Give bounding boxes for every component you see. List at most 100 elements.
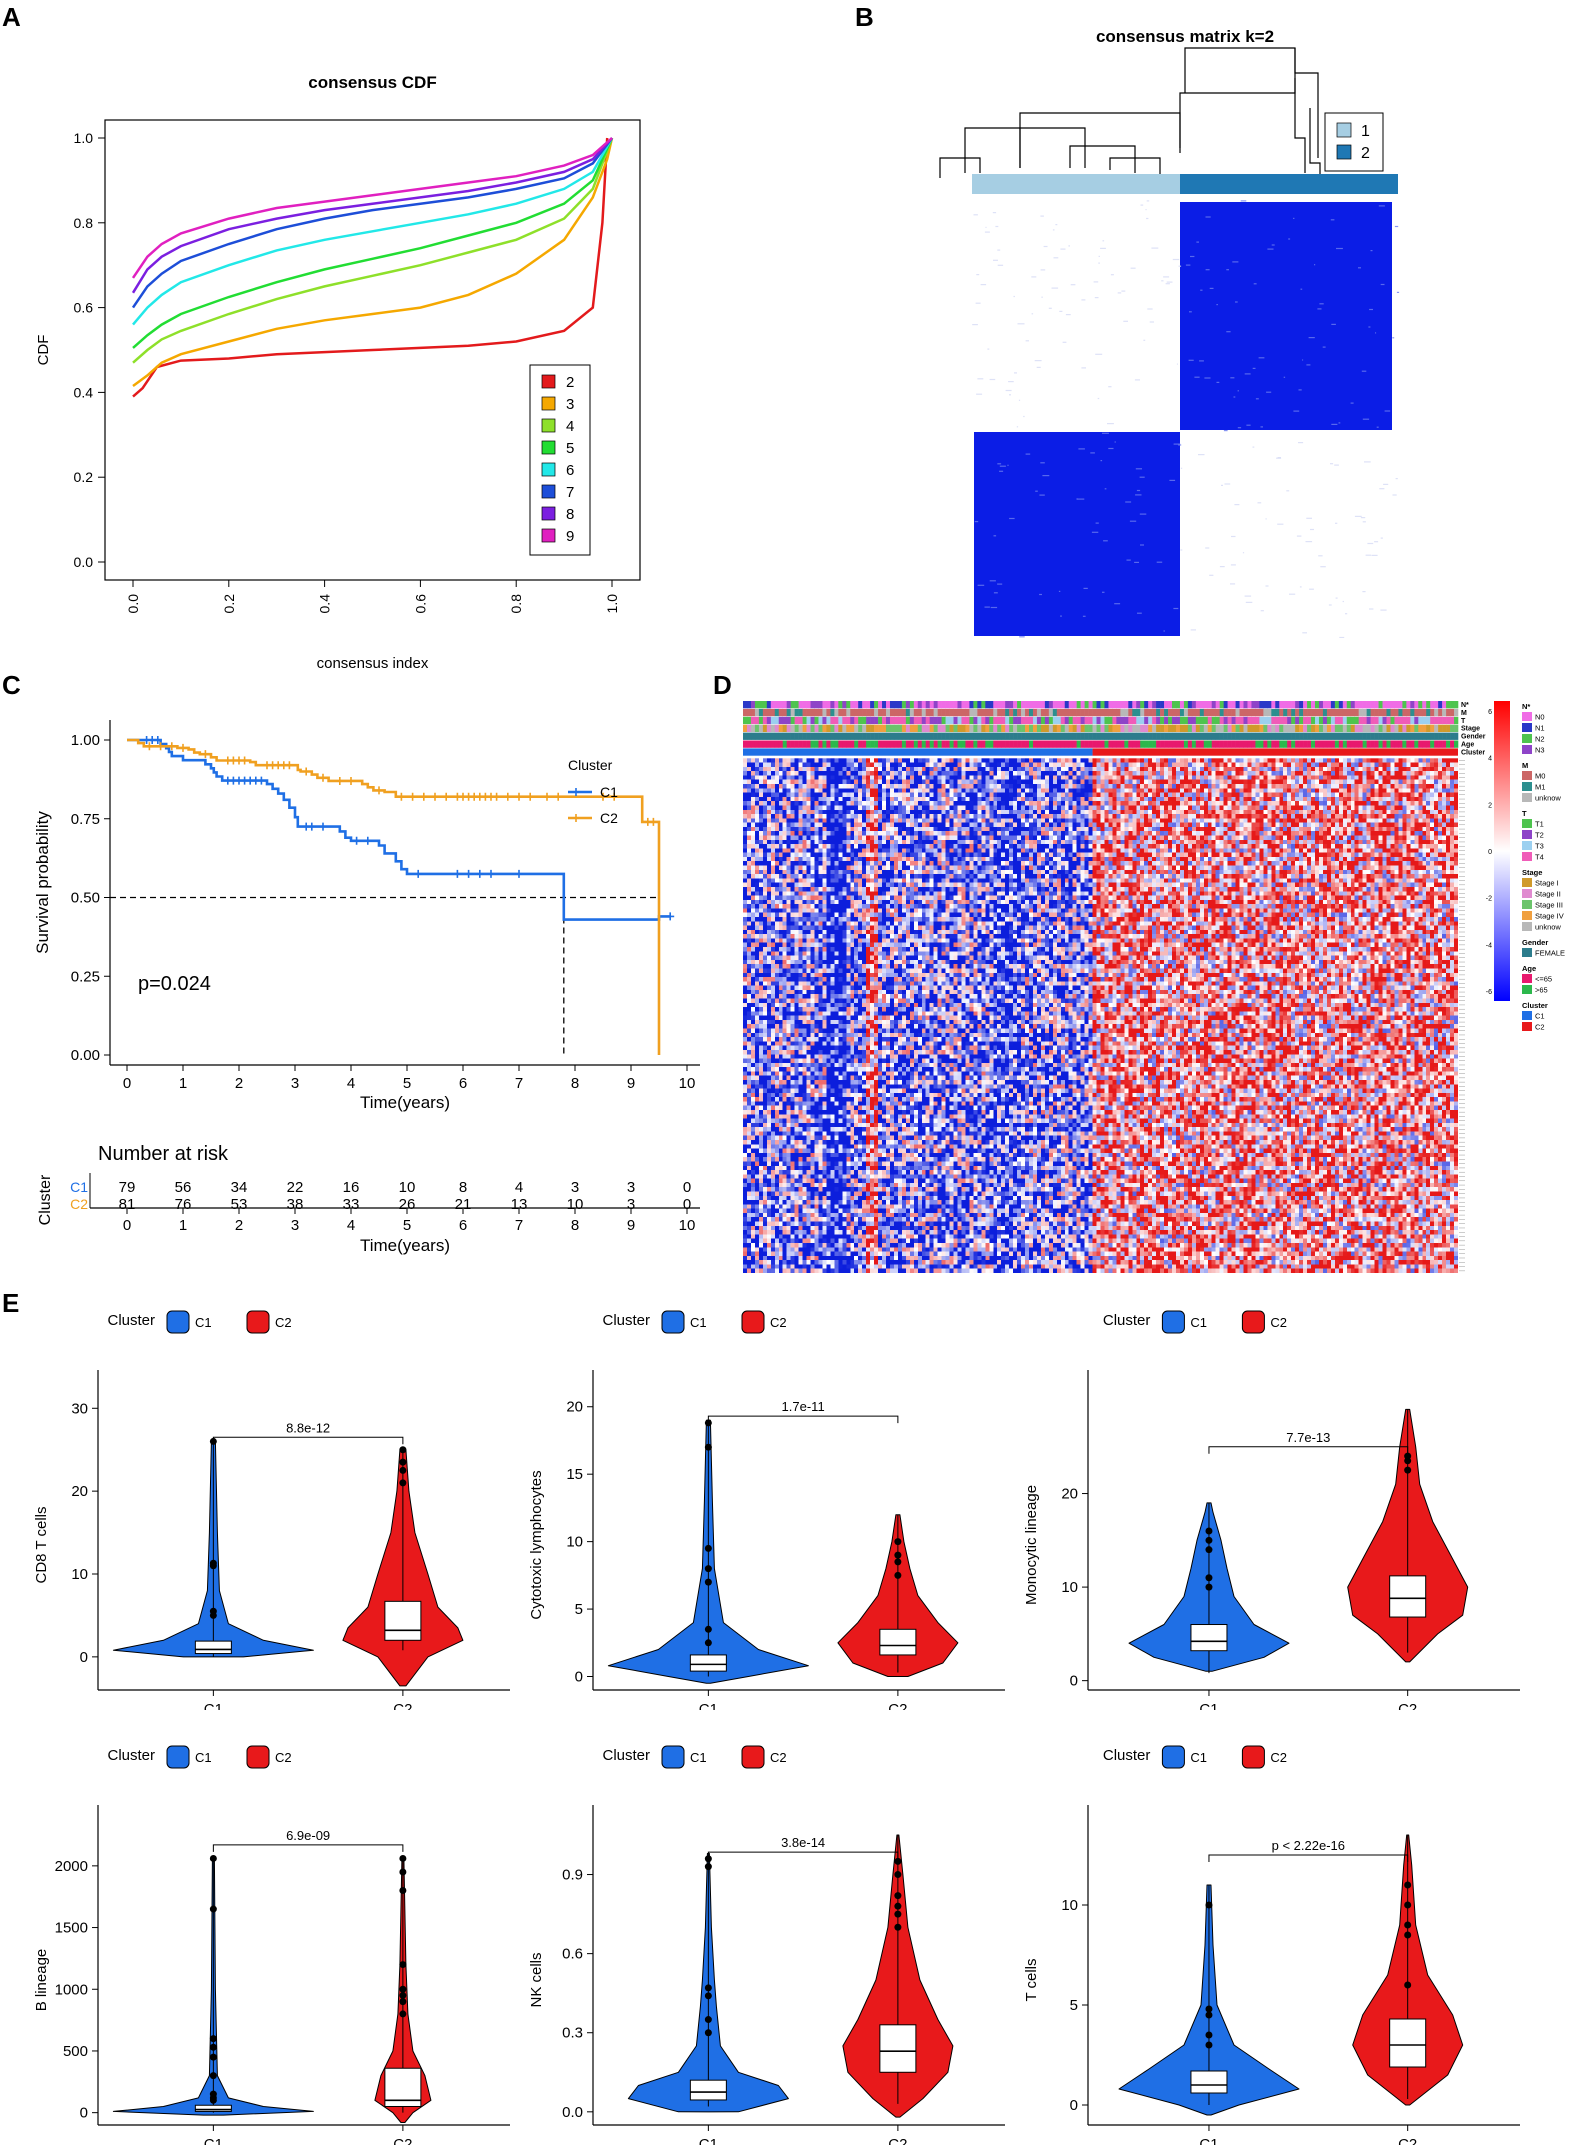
annotation-cell xyxy=(834,724,839,732)
annotation-cell xyxy=(1446,708,1451,717)
annotation-cell xyxy=(1402,740,1407,748)
annotation-cell xyxy=(743,724,748,732)
annotation-cell xyxy=(1338,740,1344,748)
matrix-cell xyxy=(1361,370,1367,372)
annotation-cell xyxy=(1120,708,1125,717)
risk-x-tick-label: 1 xyxy=(179,1217,187,1234)
annotation-cell xyxy=(1247,701,1252,709)
annotation-cell xyxy=(782,740,787,748)
annotation-cell xyxy=(957,701,962,709)
annotation-cell xyxy=(790,708,795,717)
matrix-cell xyxy=(1062,341,1067,343)
annotation-cell xyxy=(1005,732,1010,740)
annotation-cell xyxy=(1100,716,1105,725)
annotation-cell xyxy=(874,716,879,725)
annotation-cell xyxy=(893,716,899,725)
matrix-cell xyxy=(1081,299,1086,301)
annotation-cell xyxy=(806,708,811,717)
matrix-cell xyxy=(1176,363,1178,365)
annotation-cell xyxy=(921,724,927,732)
legend-label-c1: C1 xyxy=(195,1315,212,1330)
annotation-cell xyxy=(1215,708,1220,717)
matrix-cell xyxy=(1165,283,1170,285)
annotation-cell xyxy=(1279,708,1284,717)
annotation-cell xyxy=(1021,732,1026,740)
annotation-cell xyxy=(1271,724,1276,732)
annotation-cell xyxy=(1318,701,1324,709)
annotation-cell xyxy=(1156,732,1161,740)
annotation-cell xyxy=(774,701,780,709)
annotation-cell xyxy=(965,724,970,732)
annotation-cell xyxy=(933,708,938,717)
annotation-cell xyxy=(933,732,938,740)
legend-title: Cluster xyxy=(1103,1312,1151,1329)
matrix-cell xyxy=(1200,289,1203,291)
matrix-cell xyxy=(1308,337,1315,339)
annotation-cell xyxy=(937,740,942,748)
annotation-cell xyxy=(862,701,867,709)
matrix-cell xyxy=(1103,540,1108,542)
risk-count: 10 xyxy=(567,1196,584,1213)
risk-x-tick-label: 7 xyxy=(515,1217,523,1234)
annotation-cell xyxy=(1160,708,1165,717)
annotation-cell xyxy=(925,708,930,717)
annotation-cell xyxy=(1414,740,1419,748)
annotation-cell xyxy=(961,701,966,709)
annotation-cell xyxy=(1295,708,1300,717)
outlier-point xyxy=(209,2043,217,2051)
annotation-cell xyxy=(1243,724,1248,732)
matrix-cell xyxy=(1368,326,1371,328)
annotation-cell xyxy=(750,724,756,732)
annotation-cell xyxy=(1195,724,1201,732)
annotation-cell xyxy=(993,740,998,748)
annotation-cell xyxy=(1017,724,1022,732)
outlier-point xyxy=(894,1871,902,1879)
annotation-cell xyxy=(1072,701,1077,709)
matrix-cell xyxy=(1314,264,1316,266)
p-value-label: 8.8e-12 xyxy=(286,1420,330,1435)
heatmap-body xyxy=(743,758,1458,1273)
outlier-point xyxy=(209,1905,217,1913)
annotation-cell xyxy=(1299,716,1304,725)
annotation-cell xyxy=(1052,716,1058,725)
annotation-cell xyxy=(882,740,887,748)
annotation-cell xyxy=(850,716,855,725)
censor-mark xyxy=(515,792,523,801)
annotation-cell xyxy=(1342,701,1348,709)
annotation-cell xyxy=(1410,724,1415,732)
matrix-cell xyxy=(1098,262,1100,264)
annotation-cell xyxy=(1072,708,1077,717)
annotation-cell xyxy=(1243,701,1248,709)
annotation-cell xyxy=(1092,740,1097,748)
annotation-cell xyxy=(743,701,748,709)
annotation-cell xyxy=(1009,740,1014,748)
annotation-cell xyxy=(766,724,772,732)
annotation-cell xyxy=(1017,708,1022,717)
matrix-cell xyxy=(1005,389,1012,392)
annotation-cell xyxy=(1307,701,1312,709)
y-tick-label: 20 xyxy=(1061,1486,1078,1503)
annotation-cell xyxy=(1029,740,1034,748)
outlier-point xyxy=(1205,1546,1213,1554)
annotation-cell xyxy=(893,732,899,740)
annotation-cell xyxy=(1311,716,1316,725)
annotation-cell xyxy=(1454,724,1459,732)
annotation-cell xyxy=(1386,732,1391,740)
p-value-label: 6.9e-09 xyxy=(286,1828,330,1843)
annotation-cell xyxy=(921,732,927,740)
matrix-cell xyxy=(1289,593,1296,595)
legend-swatch xyxy=(1522,723,1532,732)
annotation-cell xyxy=(1144,740,1149,748)
annotation-cell xyxy=(1056,740,1062,748)
annotation-cell xyxy=(1243,740,1248,748)
annotation-cell xyxy=(1215,701,1220,709)
y-axis-label: Monocytic lineage xyxy=(1023,1485,1040,1605)
annotation-cell xyxy=(1299,701,1304,709)
annotation-cell xyxy=(1199,740,1205,748)
outlier-point xyxy=(209,1559,217,1567)
y-axis-label: CD8 T cells xyxy=(33,1507,50,1584)
annotation-cell xyxy=(1191,708,1197,717)
annotation-cell xyxy=(746,740,752,748)
annotation-cell xyxy=(1187,740,1193,748)
annotation-cell xyxy=(1036,716,1042,725)
